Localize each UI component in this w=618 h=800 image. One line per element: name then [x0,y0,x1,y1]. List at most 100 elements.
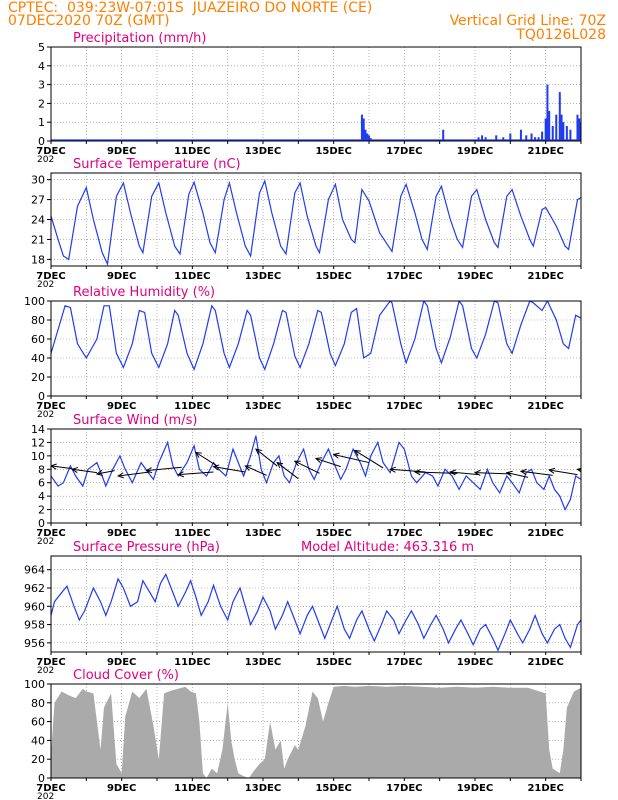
model-altitude-note: Model Altitude: 463.316 m [301,540,474,555]
x-tick-label: 15DEC [315,271,351,282]
series-line [51,572,581,652]
y-tick-label: 40 [31,734,45,747]
y-tick-label: 958 [24,619,45,632]
x-tick-label: 17DEC [386,271,422,282]
precip-bar [481,135,484,141]
wind-arrow-head [389,466,396,473]
precip-bar [578,118,581,141]
data-layer [51,685,581,778]
x-tick-label: 17DEC [386,783,422,794]
precip-bar [484,137,487,141]
x-tick-label: 15DEC [315,657,351,668]
x-tick-label: 21DEC [527,528,563,539]
x-tick-label: 17DEC [386,528,422,539]
wind-arrow-head [212,464,220,471]
y-tick-label: 4 [38,490,45,503]
wind-arrow [333,454,370,464]
data-layer [51,572,581,652]
y-tick-label: 5 [38,41,45,54]
year-stub: 202 [37,280,54,290]
y-tick-label: 20 [31,371,45,384]
precip-bar [576,114,579,141]
precip-bar [366,133,369,141]
series-line [51,179,581,266]
run-date: 07DEC2020 70Z (GMT) [8,13,170,29]
precip-bar [555,114,558,141]
y-tick-label: 24 [31,214,45,227]
x-tick-label: 9DEC [107,271,136,282]
x-tick-label: 7DEC [36,657,65,668]
x-tick-label: 19DEC [457,783,493,794]
wind-arrow [414,471,458,474]
precip-bar [502,137,505,141]
series-line [51,435,581,512]
y-tick-label: 8 [38,463,45,476]
wind-arrow [506,472,529,478]
precip-bar [442,129,445,141]
x-tick-label: 11DEC [174,401,210,412]
x-tick-label: 21DEC [527,146,563,157]
x-tick-label: 9DEC [107,783,136,794]
wind-arrow [118,471,150,477]
panel-title: Surface Pressure (hPa) [73,540,220,555]
y-tick-label: 60 [31,333,45,346]
x-tick-label: 17DEC [386,657,422,668]
wind-arrow-head [505,470,513,477]
wind-arrow-head [71,466,79,474]
precip-bar [569,129,572,141]
station-header: CPTEC: 039:23W-07:01S JUAZEIRO DO NORTE … [8,0,373,16]
x-tick-label: 21DEC [527,271,563,282]
x-tick-label: 11DEC [174,528,210,539]
panel-frame [50,555,582,653]
x-tick-label: 9DEC [107,528,136,539]
panel-title: Cloud Cover (%) [73,668,179,683]
x-tick-label: 17DEC [386,401,422,412]
panel-title: Surface Temperature (nC) [73,157,241,172]
wind-arrow [577,468,581,471]
x-tick-label: 13DEC [245,401,281,412]
y-tick-label: 21 [31,233,45,246]
wind-arrow-head [353,449,361,456]
wind-arrow-head [548,467,556,474]
wind-arrow-head [449,469,457,476]
wind-arrow-head [95,470,103,477]
panel-frame [50,46,582,142]
precip-bar [495,135,498,141]
precip-bar [509,133,512,141]
data-layer [51,435,581,512]
wind-arrow [450,471,479,476]
x-tick-label: 9DEC [107,401,136,412]
precip-bar [534,137,537,141]
y-tick-label: 30 [31,174,45,187]
wind-arrow-head [51,463,57,470]
wind-arrow [549,469,578,476]
data-layer [51,301,581,372]
wind-arrow-head [276,461,284,469]
x-tick-label: 11DEC [174,657,210,668]
x-tick-label: 13DEC [245,146,281,157]
precip-bar [519,129,522,141]
x-tick-label: 21DEC [527,401,563,412]
y-tick-label: 0 [38,390,45,403]
panel-frame [50,683,582,779]
precip-bar [537,137,540,141]
wind-arrow-head [145,467,153,474]
wind-arrow [255,448,278,467]
year-stub: 202 [37,410,54,420]
year-stub: 202 [37,666,54,676]
x-tick-label: 19DEC [457,657,493,668]
wind-arrow [276,462,299,480]
x-tick-label: 13DEC [245,657,281,668]
y-tick-label: 2 [38,504,45,517]
wind-arrow-head [244,465,252,471]
precip-bar [562,122,565,141]
year-stub: 202 [37,155,54,165]
y-tick-label: 100 [24,295,45,308]
year-stub: 202 [37,537,54,547]
x-tick-label: 19DEC [457,271,493,282]
panel-1: 0 1 2 3 4 5 7DEC 9DEC 11DEC 13DEC 15DEC 17DEC 19DEC 2… [36,31,582,165]
y-tick-label: 27 [31,194,45,207]
wind-arrow-head [413,469,421,476]
panel-5: 956 958 960 962 964 7DEC 9DEC 11DEC 13DEC 15DEC 17… [24,540,582,676]
